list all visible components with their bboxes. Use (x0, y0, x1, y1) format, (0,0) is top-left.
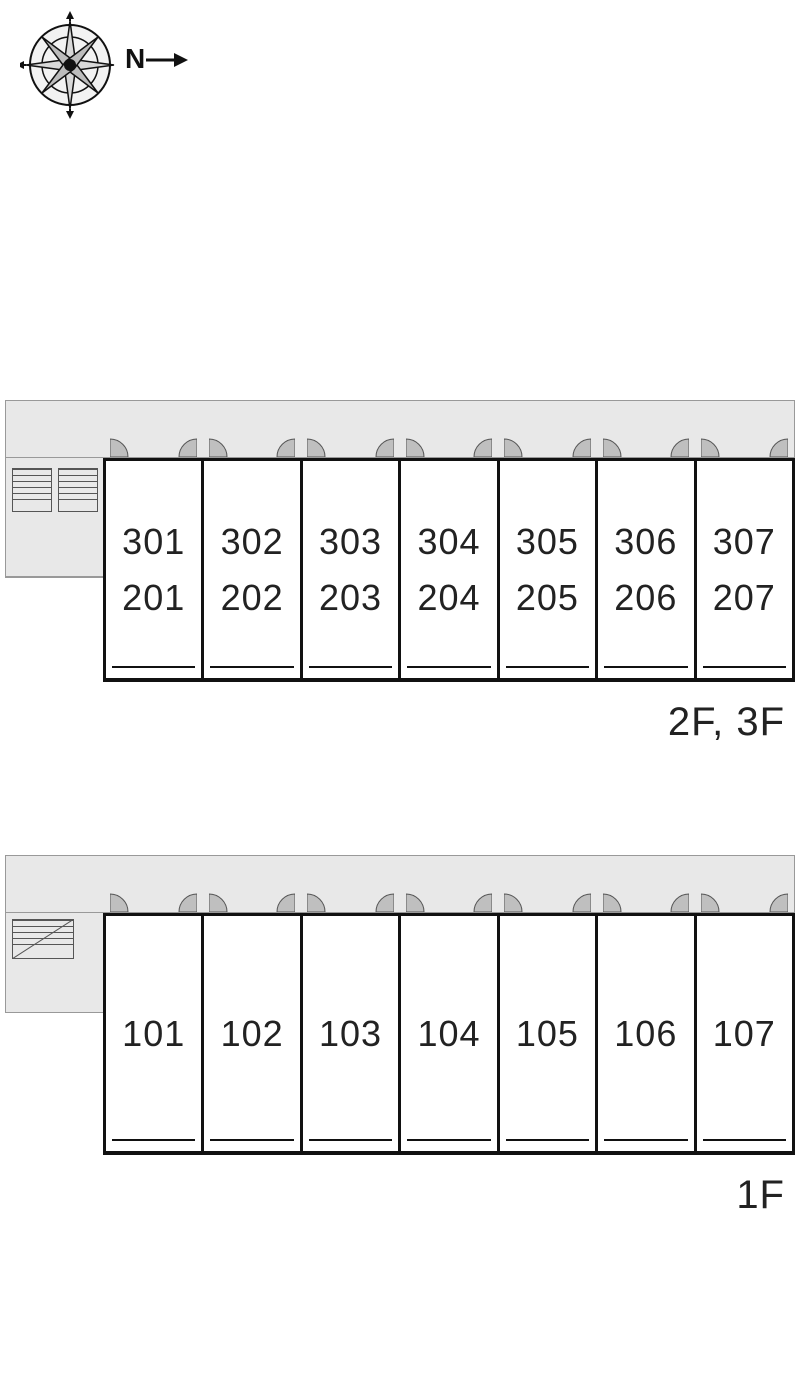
unit-label: 103 (319, 1006, 382, 1062)
unit-label: 202 (221, 570, 284, 626)
stair-icon (12, 468, 98, 512)
unit-col-1: 301 201 (103, 458, 201, 678)
stair-area-lower (5, 913, 103, 1013)
unit-label: 105 (516, 1006, 579, 1062)
balcony-line (506, 666, 589, 668)
unit-label: 107 (713, 1006, 776, 1062)
unit-label: 201 (122, 570, 185, 626)
unit-label: 204 (417, 570, 480, 626)
unit-label: 106 (614, 1006, 677, 1062)
floorplan-lower: 101 102 103 104 105 106 (5, 855, 795, 1218)
unit-label: 102 (221, 1006, 284, 1062)
balcony-line (506, 1139, 589, 1141)
unit-label: 307 (713, 514, 776, 570)
floor-caption-upper: 2F, 3F (5, 700, 785, 745)
unit-label: 302 (221, 514, 284, 570)
unit-col-2: 302 202 (201, 458, 299, 678)
stair-tri-icon (12, 919, 74, 959)
unit-label: 304 (417, 514, 480, 570)
unit-col-4: 304 204 (398, 458, 496, 678)
unit-col-3: 103 (300, 913, 398, 1151)
balcony-line (604, 1139, 687, 1141)
unit-label: 203 (319, 570, 382, 626)
unit-col-5: 305 205 (497, 458, 595, 678)
balcony-line (210, 666, 293, 668)
compass-rose: N (20, 10, 190, 135)
floorplan-upper: 301 201 302 202 303 203 304 204 305 (5, 400, 795, 745)
balcony-line (703, 666, 786, 668)
balcony-line (604, 666, 687, 668)
balcony-line (407, 1139, 490, 1141)
compass-n-label: N (125, 43, 145, 74)
unit-col-7: 307 207 (694, 458, 795, 678)
stair-area-upper (5, 458, 103, 578)
floor-caption-lower: 1F (5, 1173, 785, 1218)
door-marks-lower (104, 886, 794, 912)
unit-label: 306 (614, 514, 677, 570)
balcony-line (309, 666, 392, 668)
unit-col-4: 104 (398, 913, 496, 1151)
balcony-line (210, 1139, 293, 1141)
balcony-line (703, 1139, 786, 1141)
corridor-lower (5, 855, 795, 913)
unit-col-6: 306 206 (595, 458, 693, 678)
unit-col-3: 303 203 (300, 458, 398, 678)
units-lower: 101 102 103 104 105 106 (103, 913, 795, 1155)
unit-label: 305 (516, 514, 579, 570)
unit-col-5: 105 (497, 913, 595, 1151)
unit-label: 301 (122, 514, 185, 570)
balcony-line (112, 1139, 195, 1141)
unit-col-2: 102 (201, 913, 299, 1151)
unit-label: 101 (122, 1006, 185, 1062)
unit-label: 205 (516, 570, 579, 626)
units-upper: 301 201 302 202 303 203 304 204 305 (103, 458, 795, 682)
door-marks-upper (104, 431, 794, 457)
unit-col-6: 106 (595, 913, 693, 1151)
unit-label: 303 (319, 514, 382, 570)
balcony-line (112, 666, 195, 668)
unit-col-1: 101 (103, 913, 201, 1151)
unit-label: 207 (713, 570, 776, 626)
corridor-upper (5, 400, 795, 458)
unit-col-7: 107 (694, 913, 795, 1151)
balcony-line (309, 1139, 392, 1141)
unit-label: 104 (417, 1006, 480, 1062)
unit-label: 206 (614, 570, 677, 626)
balcony-line (407, 666, 490, 668)
